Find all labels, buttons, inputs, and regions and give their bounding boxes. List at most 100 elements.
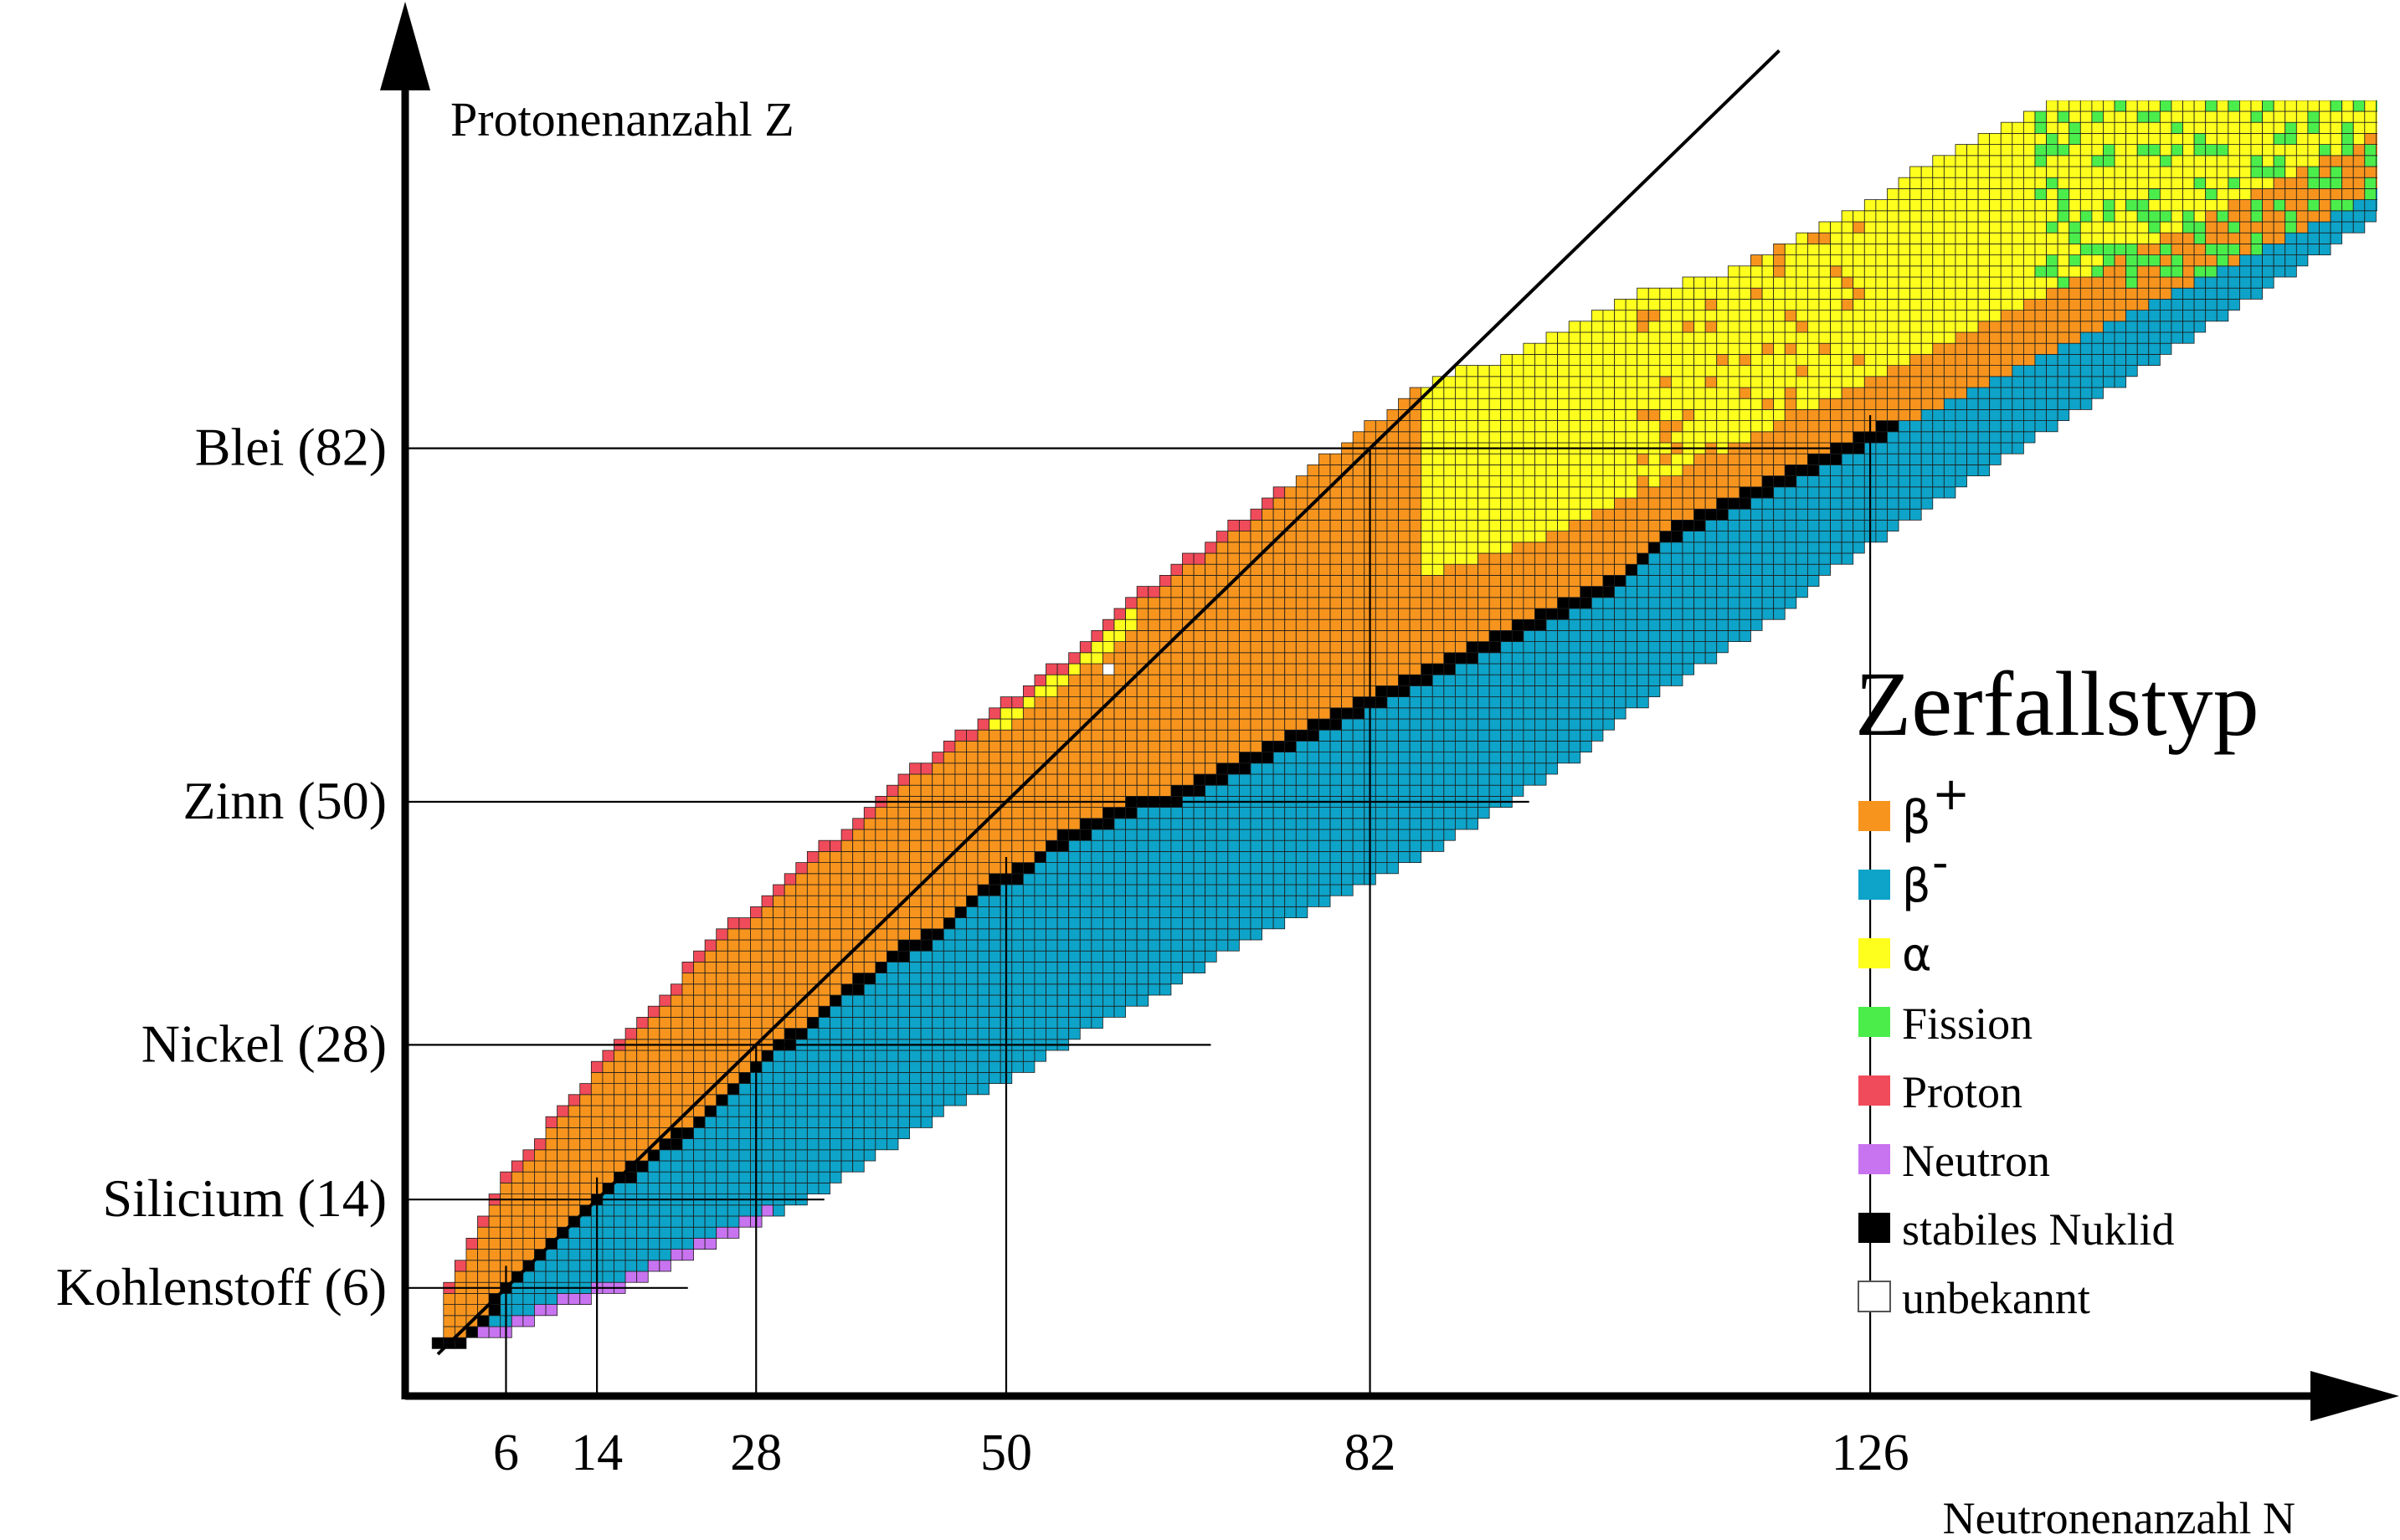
nuclide-cell-beta-minus (1159, 895, 1172, 907)
nuclide-cell-beta-plus (1523, 586, 1535, 598)
nuclide-cell-beta-minus (1125, 928, 1138, 941)
nuclide-cell-beta-plus (1000, 741, 1013, 753)
nuclide-cell-beta-minus (2148, 310, 2161, 322)
nuclide-cell-beta-plus (1977, 321, 1991, 333)
nuclide-cell-stable (1034, 851, 1046, 864)
nuclide-cell-beta-minus (1022, 939, 1036, 952)
nuclide-cell-alpha (2171, 100, 2183, 112)
nuclide-cell-beta-minus (1887, 486, 1899, 499)
nuclide-cell-beta-plus (1329, 619, 1343, 631)
nuclide-cell-beta-plus (1318, 685, 1331, 698)
nuclide-cell-beta-minus (887, 1072, 899, 1085)
nuclide-cell-beta-minus (1056, 994, 1070, 1007)
nuclide-cell-beta-plus (579, 1171, 592, 1183)
nuclide-cell-alpha (1739, 365, 1751, 377)
nuclide-cell-beta-minus (1205, 818, 1217, 830)
nuclide-cell-beta-plus (954, 829, 967, 841)
nuclide-cell-beta-plus (1034, 773, 1046, 786)
nuclide-cell-beta-minus (2171, 321, 2183, 333)
nuclide-cell-beta-plus (1341, 630, 1354, 643)
nuclide-cell-beta-minus (1262, 839, 1274, 852)
nuclide-cell-beta-minus (1830, 508, 1842, 521)
nuclide-cell-beta-minus (1545, 729, 1559, 742)
nuclide-cell-beta-minus (2046, 365, 2058, 377)
nuclide-cell-beta-plus (1056, 762, 1070, 775)
nuclide-cell-beta-plus (716, 1060, 728, 1073)
nuclide-cell-beta-minus (1011, 1017, 1024, 1029)
nuclide-cell-alpha (1580, 342, 1592, 355)
nuclide-cell-beta-minus (830, 1005, 842, 1018)
nuclide-cell-alpha (1806, 365, 1820, 377)
nuclide-cell-beta-minus (568, 1226, 581, 1239)
nuclide-cell-beta-minus (852, 1028, 865, 1040)
nuclide-cell-beta-plus (920, 829, 933, 841)
nuclide-cell-alpha (1932, 276, 1945, 289)
nuclide-cell-beta-plus (1329, 586, 1343, 598)
nuclide-cell-beta-plus (488, 1215, 501, 1228)
nuclide-cell-beta-minus (1739, 608, 1751, 620)
nuclide-cell-alpha (2183, 78, 2195, 89)
nuclide-cell-alpha (1443, 542, 1456, 554)
nuclide-cell-beta-minus (1659, 652, 1672, 665)
nuclide-cell-beta-minus (1136, 994, 1149, 1007)
nuclide-cell-alpha (1591, 365, 1604, 377)
nuclide-cell-alpha (1693, 321, 1706, 333)
nuclide-cell-alpha (1932, 199, 1945, 212)
nuclide-cell-alpha (1647, 353, 1661, 366)
nuclide-cell-proton (932, 752, 944, 764)
nuclide-cell-beta-plus (1773, 243, 1786, 255)
nuclide-cell-beta-plus (1193, 674, 1206, 686)
nuclide-cell-beta-plus (534, 1226, 547, 1239)
nuclide-cell-beta-minus (795, 1183, 808, 1195)
nuclide-cell-beta-plus (590, 1116, 604, 1128)
nuclide-cell-beta-plus (1386, 542, 1399, 554)
nuclide-cell-beta-minus (1625, 696, 1638, 709)
nuclide-cell-alpha (1716, 287, 1729, 300)
nuclide-cell-beta-minus (761, 1094, 774, 1106)
nuclide-cell-beta-minus (1704, 608, 1718, 620)
nuclide-cell-alpha (2091, 177, 2104, 189)
nuclide-cell-beta-minus (887, 1138, 899, 1151)
nuclide-cell-beta-minus (852, 1017, 865, 1029)
nuclide-cell-beta-plus (1307, 663, 1319, 675)
nuclide-cell-alpha (1557, 453, 1570, 465)
nuclide-cell-beta-minus (1079, 1005, 1092, 1018)
nuclide-cell-beta-plus (1272, 641, 1286, 654)
nuclide-cell-beta-plus (1238, 531, 1251, 543)
nuclide-cell-proton (840, 829, 854, 841)
nuclide-cell-alpha (1534, 420, 1547, 433)
nuclide-cell-beta-minus (1853, 531, 1865, 543)
nuclide-cell-beta-plus (636, 1127, 649, 1140)
nuclide-cell-beta-minus (1375, 762, 1388, 775)
nuclide-cell-beta-plus (1284, 597, 1297, 609)
nuclide-cell-alpha (1511, 486, 1524, 499)
nuclide-cell-alpha (1830, 321, 1842, 333)
nuclide-cell-beta-minus (1421, 807, 1433, 819)
nuclide-cell-beta-plus (1341, 597, 1354, 609)
nuclide-cell-beta-plus (1227, 741, 1240, 753)
nuclide-cell-beta-minus (1215, 906, 1229, 919)
nuclide-cell-stable (1693, 520, 1706, 532)
nuclide-cell-alpha (2000, 199, 2013, 212)
nuclide-cell-beta-minus (863, 1050, 876, 1062)
nuclide-cell-alpha (1750, 353, 1763, 366)
nuclide-cell-beta-plus (795, 950, 808, 963)
nuclide-cell-beta-plus (1375, 608, 1388, 620)
nuclide-cell-beta-minus (1091, 917, 1103, 930)
nuclide-cell-beta-minus (1853, 508, 1865, 521)
nuclide-cell-beta-minus (761, 1149, 774, 1162)
nuclide-cell-beta-minus (1386, 807, 1399, 819)
nuclide-cell-fission (2057, 210, 2070, 223)
nuclide-cell-beta-minus (1659, 552, 1672, 565)
nuclide-cell-alpha (1545, 431, 1559, 444)
nuclide-cell-beta-plus (1614, 552, 1627, 565)
nuclide-cell-beta-minus (1159, 950, 1172, 963)
nuclide-cell-beta-plus (602, 1127, 614, 1140)
nuclide-cell-beta-minus (887, 1017, 899, 1029)
nuclide-cell-beta-minus (1113, 884, 1126, 896)
nuclide-cell-beta-minus (1466, 818, 1478, 830)
nuclide-cell-beta-plus (1773, 431, 1786, 444)
nuclide-cell-beta-minus (989, 939, 1001, 952)
nuclide-cell-proton (1068, 652, 1081, 665)
nuclide-cell-beta-plus (477, 1260, 490, 1272)
